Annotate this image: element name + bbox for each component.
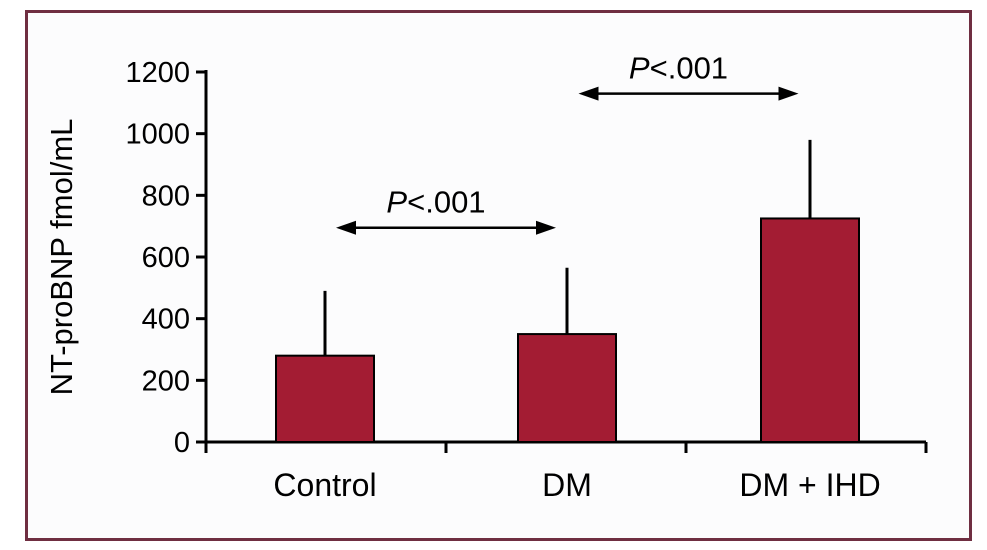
arrowhead-right-icon: [778, 86, 799, 101]
significance-label: P<.001: [629, 51, 728, 86]
bar-control: [275, 354, 375, 443]
category-label-dm: DM: [542, 467, 592, 503]
category-label-control: Control: [273, 467, 376, 503]
bar-dm: [517, 333, 617, 444]
significance-annotation-0: P<.001: [336, 185, 556, 235]
y-axis-title: NT-proBNP fmol/mL: [44, 119, 79, 396]
y-tick-label: 1000: [125, 119, 190, 151]
category-label-dm-ihd: DM + IHD: [739, 467, 880, 503]
bar-dm-ihd: [760, 217, 860, 443]
significance-label: P<.001: [386, 185, 485, 220]
arrowhead-left-icon: [578, 86, 599, 101]
arrowhead-right-icon: [536, 220, 556, 235]
significance-annotation-1: P<.001: [578, 51, 799, 101]
y-tick-label: 600: [142, 242, 190, 274]
y-tick-label: 0: [174, 427, 190, 459]
arrowhead-left-icon: [336, 220, 356, 235]
y-tick-label: 800: [142, 180, 190, 212]
y-tick-label: 200: [142, 365, 190, 397]
y-tick-label: 1200: [125, 57, 190, 89]
y-tick-label: 400: [142, 304, 190, 336]
